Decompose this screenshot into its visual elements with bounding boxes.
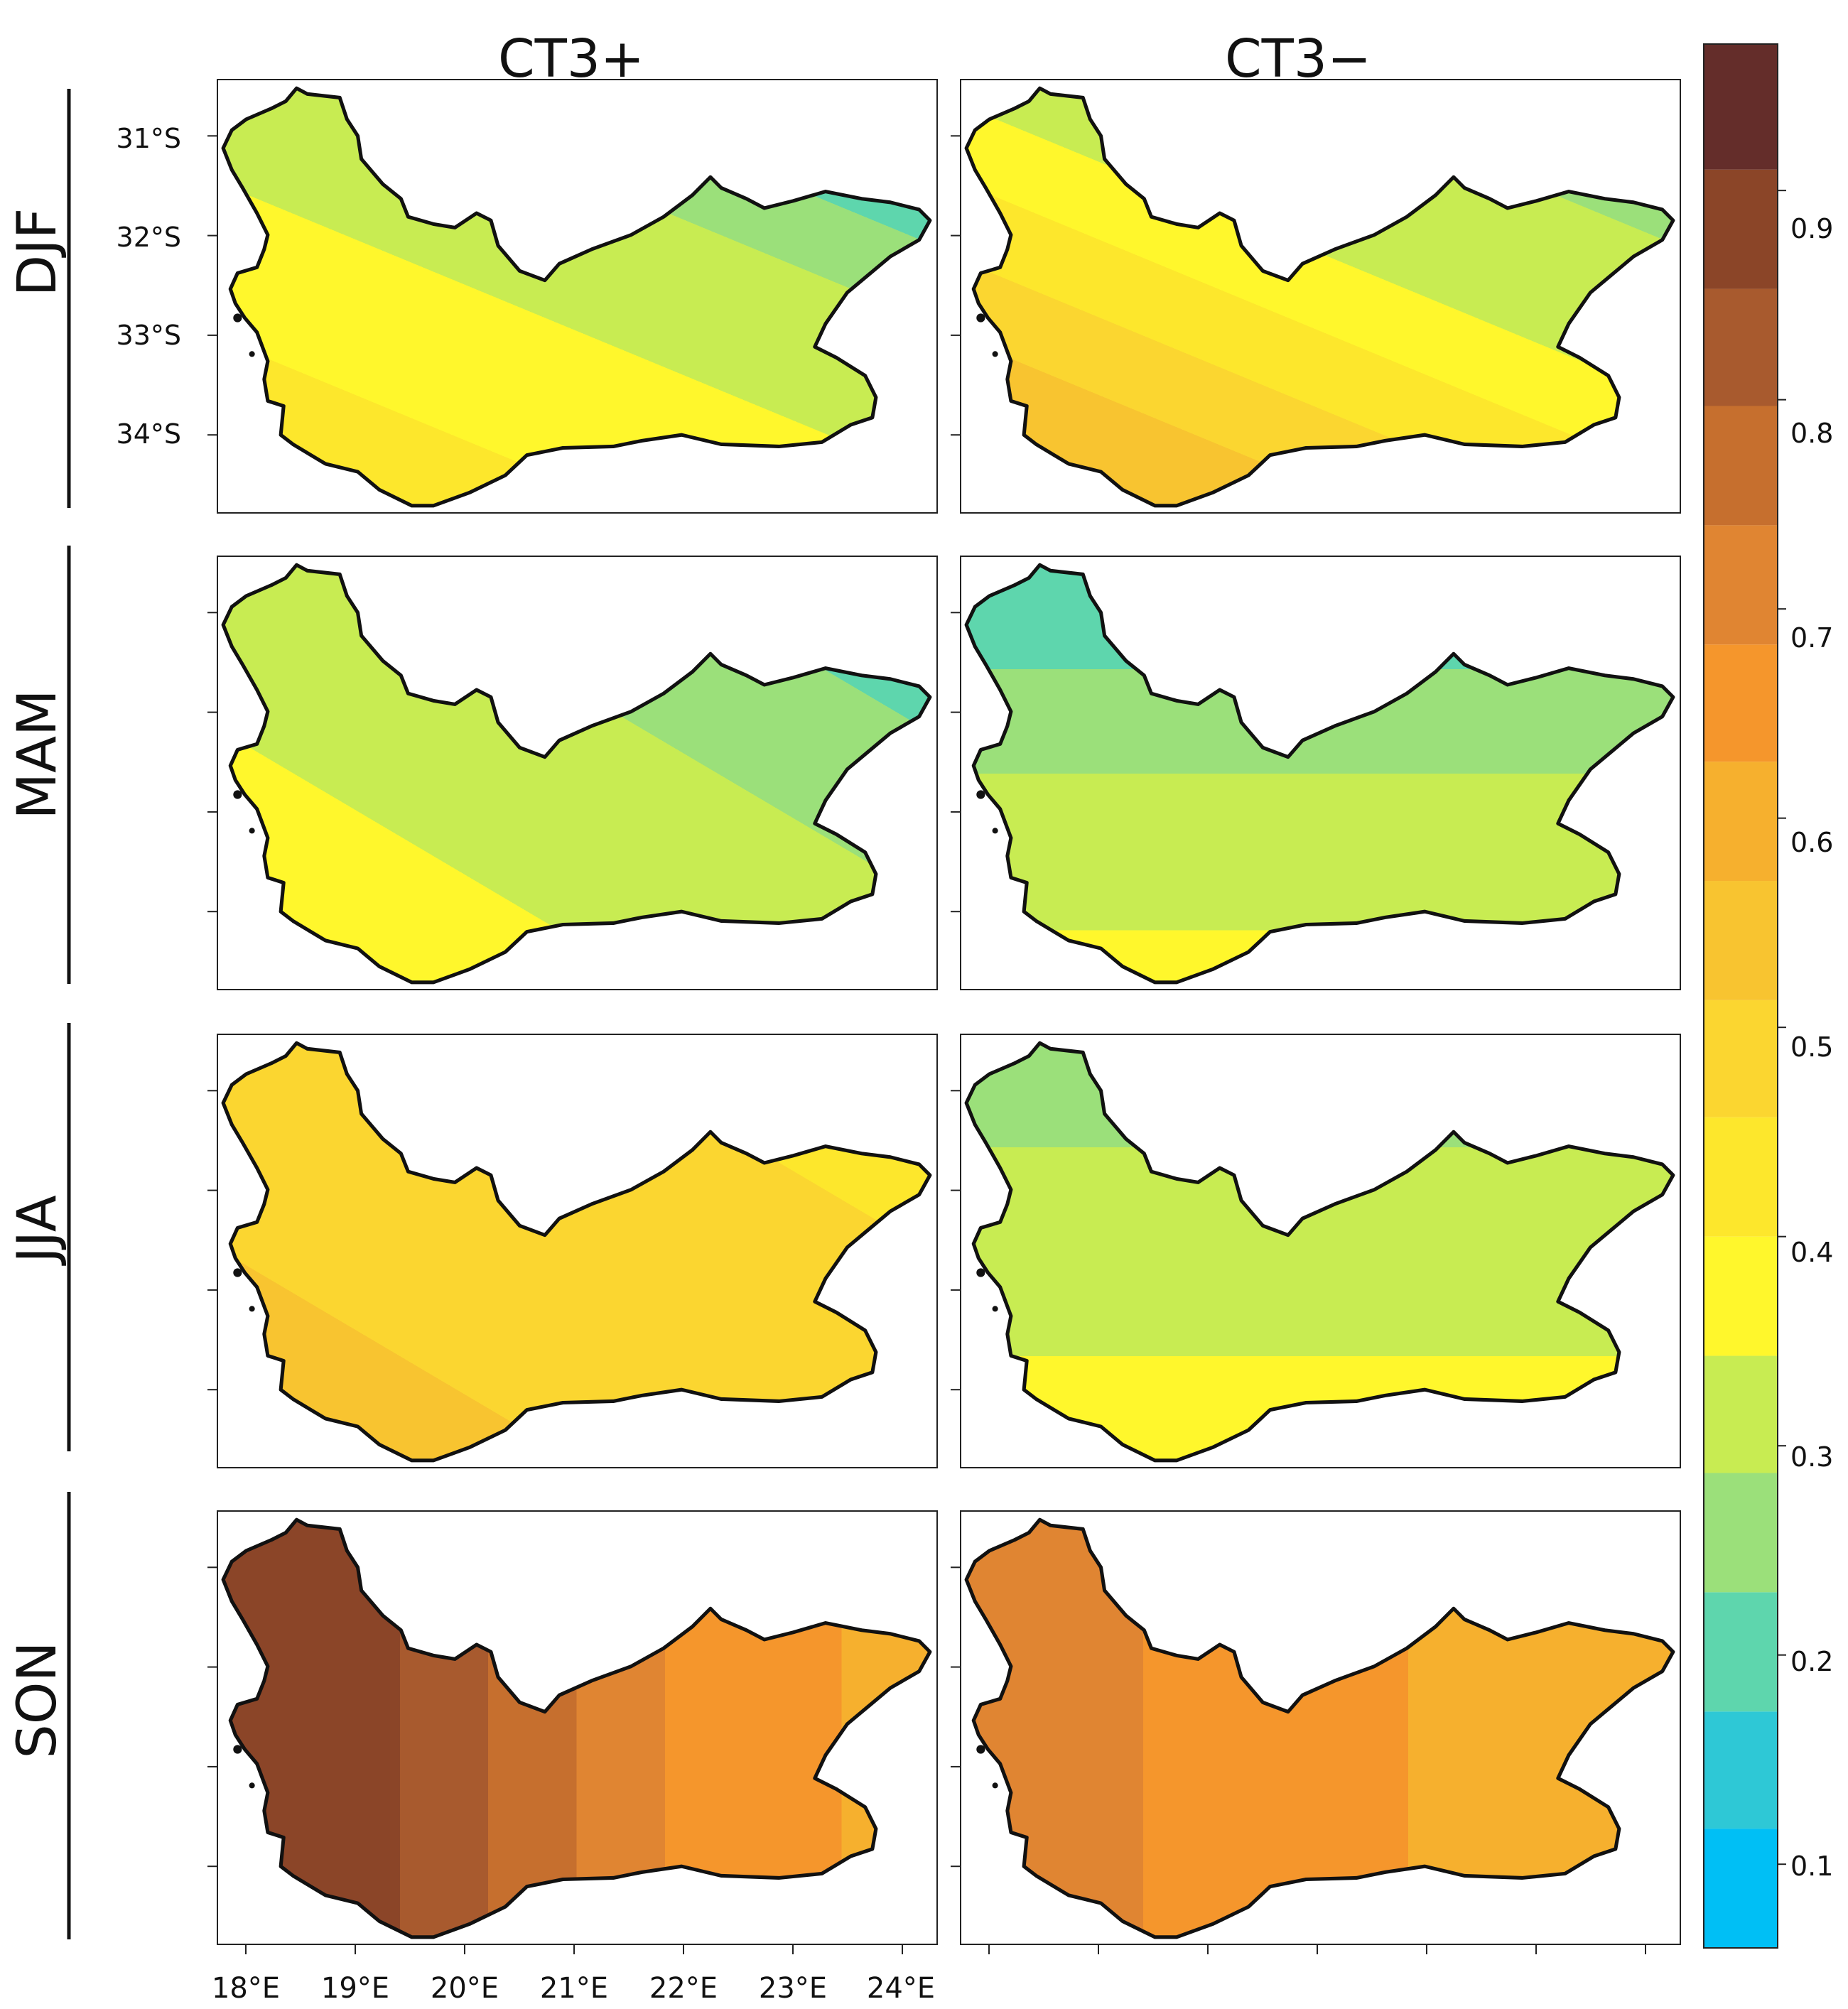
panel-son-ct3-plus [207, 1510, 938, 1954]
colorbar-tick-label-0.7: 0.7 [1790, 622, 1833, 654]
island [992, 1782, 998, 1789]
colorbar-bin-11 [1704, 525, 1778, 645]
colorbar-tick-label-0.9: 0.9 [1790, 213, 1833, 244]
island [992, 1306, 998, 1312]
panel-son-ct3-minus [951, 1510, 1681, 1954]
colorbar-tick-label-0.6: 0.6 [1790, 827, 1833, 858]
colorbar-bin-7 [1704, 1000, 1778, 1117]
row-label-djf: DJF [5, 208, 68, 297]
colorbar-bin-0 [1704, 1829, 1778, 1948]
lat-tick-label-34s: 34°S [117, 418, 181, 450]
colorbar-bin-4 [1704, 1355, 1778, 1473]
island [249, 1782, 255, 1789]
lon-tick-label-24e: 24°E [867, 1972, 935, 2005]
panel-jja-ct3-plus [207, 1034, 938, 1468]
colorbar-bin-1 [1704, 1711, 1778, 1829]
island [992, 351, 998, 357]
lat-tick-label-32s: 32°S [117, 222, 181, 253]
column-title-ct3-minus: CT3− [1225, 28, 1371, 90]
lat-tick-label-31s: 31°S [117, 123, 181, 154]
colorbar-tick-label-0.2: 0.2 [1790, 1646, 1833, 1677]
colorbar [1703, 43, 1786, 1949]
colorbar-tick-label-0.1: 0.1 [1790, 1851, 1833, 1882]
lat-tick-label-33s: 33°S [117, 320, 181, 351]
row-label-jja: JJA [5, 1195, 68, 1265]
panel-jja-ct3-minus [951, 1034, 1681, 1468]
colorbar-bin-12 [1704, 406, 1778, 526]
colorbar-bin-9 [1704, 762, 1778, 882]
lon-tick-label-20e: 20°E [431, 1972, 499, 2005]
column-title-ct3-plus: CT3+ [498, 28, 644, 90]
island [249, 1306, 255, 1312]
island [233, 1268, 242, 1277]
colorbar-frame [1703, 43, 1778, 1949]
colorbar-tick-label-0.8: 0.8 [1790, 418, 1833, 449]
island [976, 1745, 985, 1754]
panel-mam-ct3-plus [207, 556, 938, 990]
island [976, 1268, 985, 1277]
colorbar-bin-14 [1704, 169, 1778, 289]
panel-mam-ct3-minus [951, 556, 1681, 990]
colorbar-bin-8 [1704, 881, 1778, 1000]
row-label-son: SON [5, 1642, 68, 1759]
island [233, 1745, 242, 1754]
lon-tick-label-18e: 18°E [212, 1972, 280, 2005]
colorbar-bin-5 [1704, 1236, 1778, 1356]
island [976, 790, 985, 799]
lon-tick-label-23e: 23°E [759, 1972, 827, 2005]
colorbar-bin-2 [1704, 1592, 1778, 1712]
island [976, 313, 985, 323]
island [249, 351, 255, 357]
island [249, 828, 255, 834]
island [992, 828, 998, 834]
colorbar-bin-13 [1704, 288, 1778, 406]
panel-djf-ct3-plus [207, 79, 938, 514]
colorbar-bin-6 [1704, 1117, 1778, 1237]
colorbar-tick-label-0.4: 0.4 [1790, 1237, 1833, 1268]
colorbar-tick-label-0.5: 0.5 [1790, 1031, 1833, 1063]
island [233, 790, 242, 799]
row-label-mam: MAM [5, 689, 68, 819]
lon-tick-label-22e: 22°E [649, 1972, 718, 2005]
lon-tick-label-19e: 19°E [321, 1972, 389, 2005]
island [233, 313, 242, 323]
colorbar-tick-label-0.3: 0.3 [1790, 1441, 1833, 1473]
colorbar-bin-10 [1704, 644, 1778, 762]
colorbar-bin-3 [1704, 1473, 1778, 1593]
colorbar-bin-15 [1704, 44, 1778, 170]
lon-tick-label-21e: 21°E [540, 1972, 608, 2005]
panel-djf-ct3-minus [951, 79, 1681, 514]
